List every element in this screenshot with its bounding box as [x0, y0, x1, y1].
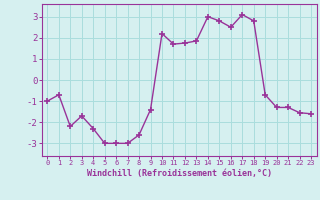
X-axis label: Windchill (Refroidissement éolien,°C): Windchill (Refroidissement éolien,°C)	[87, 169, 272, 178]
